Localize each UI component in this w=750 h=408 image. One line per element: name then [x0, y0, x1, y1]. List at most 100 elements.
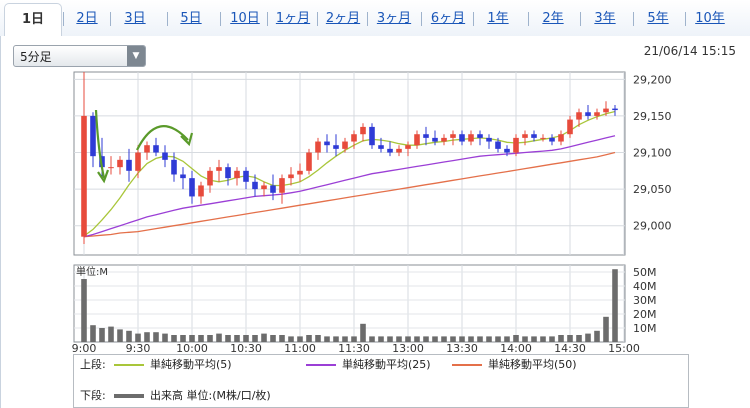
- candle: [261, 181, 267, 197]
- candle: [234, 167, 240, 186]
- candle: [135, 145, 141, 179]
- candle: [171, 152, 177, 182]
- candle-body: [81, 115, 87, 237]
- volume-tick-label: 40M: [633, 280, 657, 293]
- tab-2[interactable]: 2日: [76, 11, 98, 26]
- legend-lower-label: 下段:: [80, 389, 106, 402]
- candle: [342, 137, 348, 153]
- candle-body: [153, 145, 159, 153]
- candle: [495, 137, 501, 153]
- volume-bar: [477, 336, 483, 342]
- tab-separator: [367, 12, 368, 26]
- candle: [306, 148, 312, 175]
- tab-10[interactable]: 1年: [487, 11, 509, 26]
- candle-body: [522, 134, 528, 138]
- candle-body: [450, 134, 456, 138]
- y-tick-label: 29,000: [633, 220, 672, 233]
- x-tick-label: 14:30: [554, 342, 586, 355]
- volume-bar: [603, 316, 609, 342]
- candle: [117, 156, 123, 175]
- tab-11[interactable]: 2年: [542, 11, 564, 26]
- candle-body: [414, 134, 420, 146]
- candle: [315, 137, 321, 160]
- candle: [324, 134, 330, 153]
- tab-5[interactable]: 10日: [230, 11, 260, 26]
- volume-bar: [495, 336, 501, 342]
- volume-plot-frame: [73, 264, 626, 343]
- tab-1[interactable]: 1日: [4, 3, 62, 38]
- candle: [360, 123, 366, 142]
- candle-body: [279, 178, 285, 193]
- tab-3[interactable]: 3日: [124, 11, 146, 26]
- candle-body: [342, 141, 348, 149]
- tab-separator: [110, 12, 111, 26]
- legend: 上段: 単純移動平均(5) 単純移動平均(25) 単純移動平均(50) 下段: …: [73, 354, 689, 408]
- tab-14[interactable]: 10年: [695, 11, 725, 26]
- y-tick-label: 29,100: [633, 147, 672, 160]
- volume-bar: [342, 336, 348, 342]
- y-tick-label: 29,200: [633, 73, 672, 86]
- tab-12[interactable]: 3年: [594, 11, 616, 26]
- tab-8[interactable]: 3ヶ月: [376, 11, 412, 26]
- price-plot-frame: [73, 71, 626, 256]
- candle: [216, 159, 222, 182]
- volume-bar: [207, 335, 213, 342]
- x-tick-label: 13:00: [392, 342, 424, 355]
- tab-7[interactable]: 2ヶ月: [325, 11, 361, 26]
- candle-body: [207, 170, 213, 186]
- tab-9[interactable]: 6ヶ月: [430, 11, 466, 26]
- volume-unit-label: 単位:M: [76, 265, 108, 278]
- candle-body: [396, 148, 402, 153]
- volume-bar: [378, 336, 384, 342]
- interval-select[interactable]: 5分足 ▼: [13, 45, 146, 67]
- candle: [504, 145, 510, 157]
- annotation-arrowhead-arc: [180, 132, 194, 147]
- candle-body: [243, 170, 249, 182]
- candle-body: [459, 134, 465, 142]
- legend-volume-label: 出来高 単位:(M株/口/枚): [150, 389, 271, 402]
- candle-body: [468, 134, 474, 142]
- legend-ma25-swatch: [306, 364, 336, 366]
- x-tick-label: 9:30: [126, 342, 151, 355]
- tab-separator: [63, 12, 64, 26]
- volume-bar: [189, 335, 195, 342]
- volume-tick-label: 30M: [633, 294, 657, 307]
- annotation-arrow-down: [94, 109, 106, 179]
- candle: [387, 141, 393, 157]
- candle-body: [387, 148, 393, 153]
- tab-6[interactable]: 1ヶ月: [275, 11, 311, 26]
- candle-body: [477, 134, 483, 138]
- candle: [162, 145, 168, 168]
- candle: [585, 104, 591, 120]
- volume-bar: [459, 336, 465, 342]
- candle: [369, 123, 375, 149]
- volume-bar: [270, 335, 276, 342]
- volume-bar: [450, 336, 456, 342]
- candle-body: [126, 159, 132, 171]
- volume-bar: [396, 336, 402, 342]
- volume-bar: [288, 336, 294, 342]
- timestamp: 21/06/14 15:15: [643, 44, 736, 58]
- candle: [81, 72, 87, 245]
- volume-bar: [441, 336, 447, 342]
- volume-bar: [351, 336, 357, 342]
- candle-body: [297, 170, 303, 175]
- volume-bar: [423, 336, 429, 342]
- x-tick-label: 10:00: [176, 342, 208, 355]
- volume-bar: [558, 335, 564, 342]
- volume-bar: [108, 326, 114, 342]
- volume-bar: [585, 333, 591, 342]
- volume-bar: [99, 328, 105, 342]
- tab-separator: [317, 12, 318, 26]
- candle: [144, 141, 150, 160]
- annotation-arrowhead-down: [97, 169, 110, 184]
- candle-body: [252, 181, 258, 190]
- tab-13[interactable]: 5年: [647, 11, 669, 26]
- candle: [486, 134, 492, 149]
- volume-bar: [198, 335, 204, 342]
- legend-ma5-swatch: [114, 364, 144, 366]
- candle: [90, 112, 96, 168]
- tab-4[interactable]: 5日: [180, 11, 202, 26]
- candle-body: [612, 108, 618, 111]
- candle-body: [135, 152, 141, 171]
